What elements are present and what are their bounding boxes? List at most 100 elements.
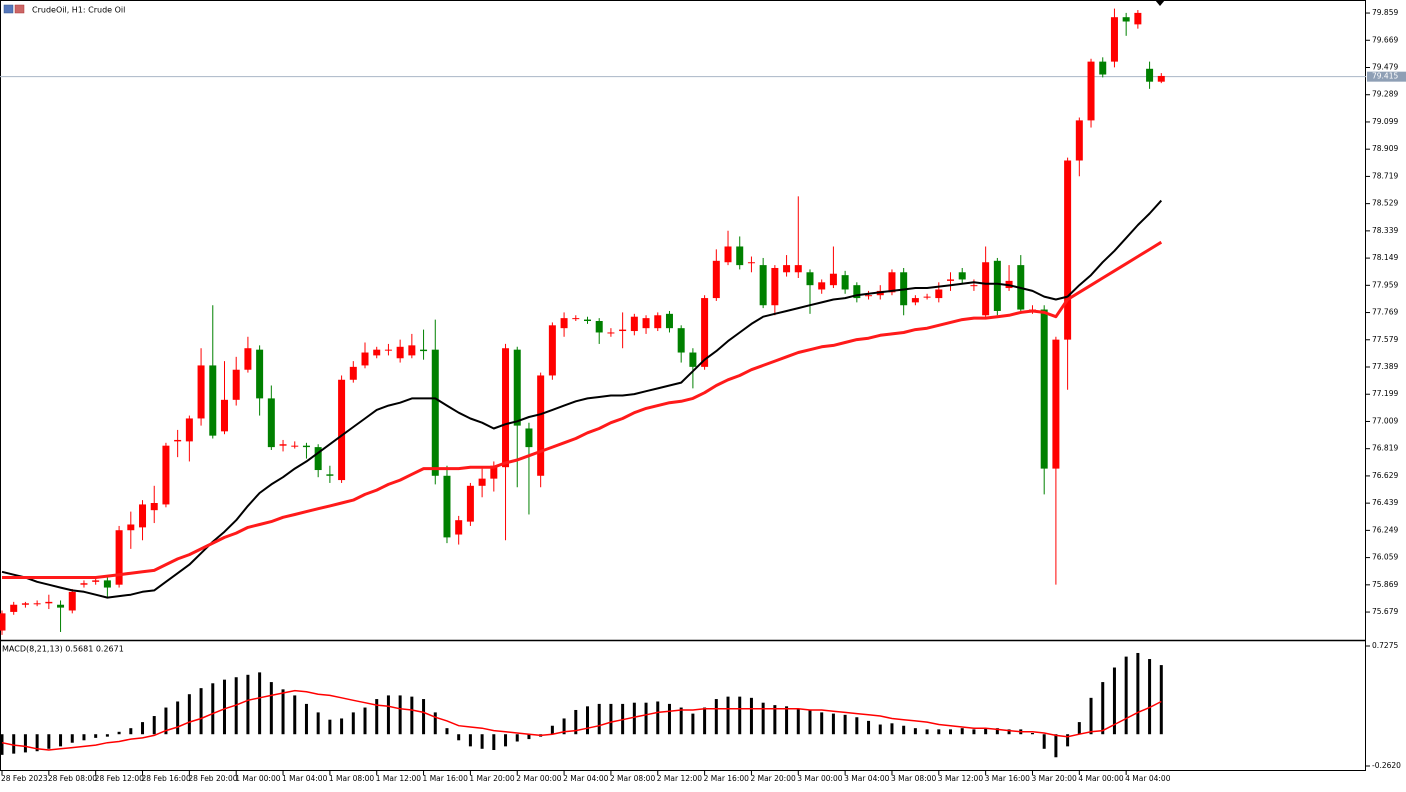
histogram-bar xyxy=(1089,697,1093,735)
histogram-bar xyxy=(375,699,379,735)
y-tick-label: 76.249 xyxy=(1372,525,1398,534)
y-tick-label: 78.339 xyxy=(1372,226,1398,235)
candle-body xyxy=(232,369,240,400)
candle-body xyxy=(1040,309,1048,469)
candle-body xyxy=(466,485,474,522)
candle-body xyxy=(853,285,861,299)
candle-body xyxy=(1064,160,1072,340)
histogram-bar xyxy=(574,709,578,735)
histogram-bar xyxy=(269,682,273,735)
histogram-bar xyxy=(960,728,964,735)
candle-body xyxy=(771,267,779,306)
histogram-bar xyxy=(843,714,847,735)
candle-body xyxy=(818,282,826,290)
histogram-bar xyxy=(995,728,999,735)
candle-body xyxy=(1099,61,1107,75)
histogram-bar xyxy=(363,707,367,735)
histogram-bar xyxy=(773,705,777,735)
x-tick-label: 2 Mar 20:00 xyxy=(750,774,796,783)
y-tick-label: 0.7275 xyxy=(1372,641,1398,650)
candle-body xyxy=(490,465,498,479)
candle-body xyxy=(338,379,346,481)
histogram-bar xyxy=(47,734,51,749)
price-label: 79.415 xyxy=(1372,72,1398,81)
histogram-bar xyxy=(1066,734,1070,747)
candle-body xyxy=(970,285,978,287)
histogram-bar xyxy=(35,734,39,752)
candle-body xyxy=(584,319,591,322)
histogram-bar xyxy=(1136,652,1140,735)
candle-body xyxy=(373,349,381,356)
y-tick-label: 77.959 xyxy=(1372,280,1398,289)
histogram-bar xyxy=(913,728,917,735)
histogram-bar xyxy=(749,697,753,735)
candle-body xyxy=(1052,339,1060,469)
histogram-bar xyxy=(878,724,882,735)
y-tick-label: 79.289 xyxy=(1372,90,1398,99)
histogram-bar xyxy=(1159,665,1163,735)
histogram-bar xyxy=(70,734,74,743)
histogram-bar xyxy=(527,734,531,740)
candle-body xyxy=(607,332,615,334)
x-tick-label: 28 Feb 2023 xyxy=(1,774,48,783)
candle-body xyxy=(139,504,147,528)
histogram-bar xyxy=(328,719,332,735)
histogram-bar xyxy=(492,734,496,750)
histogram-bar xyxy=(199,688,203,735)
histogram-bar xyxy=(129,728,133,735)
y-tick-label: 77.579 xyxy=(1372,335,1398,344)
candle-body xyxy=(279,444,287,446)
histogram-bar xyxy=(211,683,215,735)
histogram-bar xyxy=(785,706,789,735)
candle-body xyxy=(1134,12,1142,25)
candle-body xyxy=(302,445,310,448)
histogram-bar xyxy=(445,728,449,735)
histogram-bar xyxy=(726,696,730,735)
candle-body xyxy=(1146,68,1154,82)
histogram-bar xyxy=(82,734,86,741)
candle-body xyxy=(1157,75,1165,82)
candle-body xyxy=(548,325,556,376)
x-tick-label: 2 Mar 16:00 xyxy=(704,774,750,783)
histogram-bar xyxy=(398,695,402,735)
y-tick-label: 76.629 xyxy=(1372,471,1398,480)
histogram-bar xyxy=(867,720,871,735)
y-tick-label: 79.669 xyxy=(1372,35,1398,44)
histogram-bar xyxy=(1007,729,1011,735)
x-tick-label: 3 Mar 00:00 xyxy=(797,774,843,783)
candle-body xyxy=(267,398,275,448)
histogram-bar xyxy=(597,703,601,735)
candle-body xyxy=(162,445,170,505)
histogram-bar xyxy=(1042,734,1046,749)
candle-body xyxy=(712,260,720,299)
y-tick-label: 79.099 xyxy=(1372,117,1398,126)
histogram-bar xyxy=(550,725,554,735)
histogram-bar xyxy=(586,706,589,735)
candle-body xyxy=(21,603,29,605)
x-tick-label: 28 Feb 08:00 xyxy=(48,774,97,783)
candle-body xyxy=(537,375,545,476)
candle-body xyxy=(1122,17,1130,22)
histogram-bar xyxy=(691,713,695,735)
y-tick-label: 78.529 xyxy=(1372,199,1398,208)
histogram-bar xyxy=(902,725,906,735)
histogram-bar xyxy=(480,734,484,749)
candle-body xyxy=(736,246,744,266)
candle-body xyxy=(68,591,76,611)
histogram-bar xyxy=(94,734,98,738)
histogram-bar xyxy=(410,696,414,735)
histogram-bar xyxy=(316,712,320,735)
histogram-bar xyxy=(703,707,707,735)
x-tick-label: 1 Mar 12:00 xyxy=(376,774,422,783)
histogram-bar xyxy=(972,729,976,735)
y-tick-label: 79.479 xyxy=(1372,62,1398,71)
candle-body xyxy=(560,318,568,329)
histogram-bar xyxy=(855,717,859,735)
candle-body xyxy=(33,603,41,605)
y-tick-label: 76.059 xyxy=(1372,553,1398,562)
candle-body xyxy=(935,289,943,299)
histogram-bar xyxy=(351,712,355,735)
histogram-bar xyxy=(984,728,988,735)
moving-average xyxy=(2,240,1163,579)
histogram-bar xyxy=(925,729,929,735)
